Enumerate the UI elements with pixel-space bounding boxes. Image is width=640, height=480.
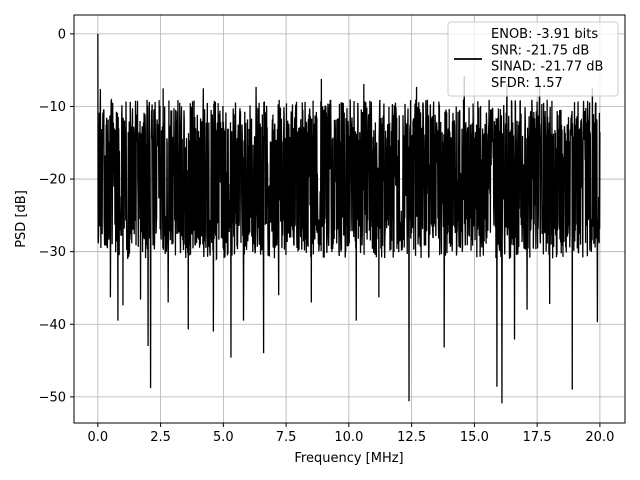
legend-entry-line: SNR: -21.75 dB bbox=[491, 43, 589, 58]
x-tick-label: 17.5 bbox=[523, 430, 552, 445]
axes: 0.0 2.5 5.0 7.5 10.0 12.5 15.0 17.5 20.0 0 −10 −20 −… bbox=[39, 14, 626, 445]
x-tick-label: 20.0 bbox=[585, 430, 614, 445]
psd-series-line bbox=[97, 33, 601, 404]
x-tick-label: 2.5 bbox=[150, 430, 171, 445]
legend-box bbox=[447, 21, 619, 97]
legend-entry-line: SINAD: -21.77 dB bbox=[491, 60, 603, 75]
x-tick-label: 5.0 bbox=[213, 430, 234, 445]
x-tick-label: 10.0 bbox=[334, 430, 363, 445]
legend-entry-line: SFDR: 1.57 bbox=[491, 76, 563, 91]
axes-frame bbox=[73, 14, 626, 424]
y-tick-label: −30 bbox=[39, 245, 66, 260]
y-axis-label: PSD [dB] bbox=[14, 190, 29, 248]
x-tick-label: 0.0 bbox=[88, 430, 109, 445]
legend-entry-line: ENOB: -3.91 bits bbox=[491, 27, 598, 42]
x-tick-label: 7.5 bbox=[276, 430, 297, 445]
x-axis-label: Frequency [MHz] bbox=[294, 451, 403, 466]
y-tick-label: −40 bbox=[39, 318, 66, 333]
x-tick-label: 15.0 bbox=[460, 430, 489, 445]
y-tick-label: −50 bbox=[39, 390, 66, 405]
y-tick-label: −10 bbox=[39, 100, 66, 115]
y-tick-label: 0 bbox=[58, 27, 66, 42]
plot-area bbox=[97, 33, 601, 404]
x-tick-label: 12.5 bbox=[397, 430, 426, 445]
y-tick-label: −20 bbox=[39, 173, 66, 188]
